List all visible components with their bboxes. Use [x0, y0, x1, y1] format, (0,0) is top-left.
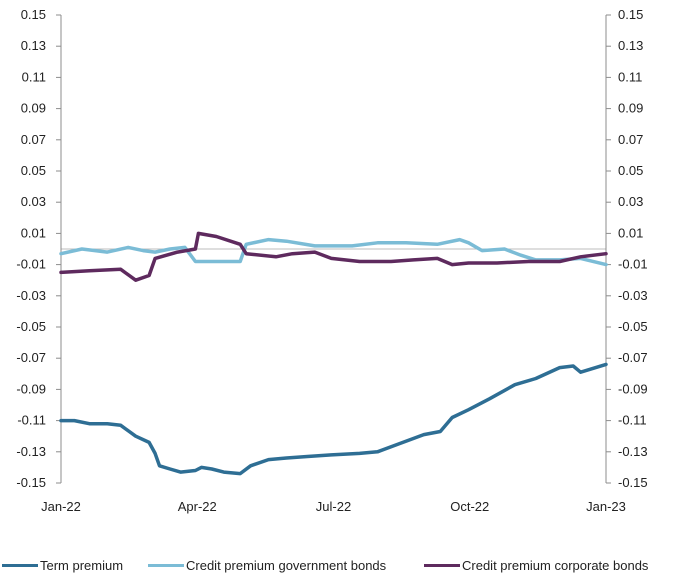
y-tick-label-left: -0.07: [16, 350, 46, 365]
y-tick-label-right: 0.09: [618, 101, 643, 116]
y-tick-label-left: -0.15: [16, 475, 46, 490]
y-tick-label-right: 0.13: [618, 38, 643, 53]
y-tick-label-right: -0.11: [618, 413, 647, 428]
x-tick-label: Jan-22: [41, 499, 81, 514]
x-tick-label: Oct-22: [450, 499, 489, 514]
legend-label-term-premium: Term premium: [40, 558, 124, 573]
y-tick-label-right: -0.15: [618, 475, 648, 490]
y-tick-label-left: 0.09: [21, 101, 46, 116]
legend-label-credit-premium-government: Credit premium government bonds: [186, 558, 387, 573]
y-tick-label-left: -0.11: [17, 413, 46, 428]
y-tick-label-right: 0.11: [618, 69, 642, 84]
y-tick-label-right: 0.15: [618, 7, 643, 22]
legend-swatch-credit-premium-government: [148, 564, 184, 567]
x-tick-label: Jan-23: [586, 499, 626, 514]
y-tick-label-left: -0.09: [16, 381, 46, 396]
legend-swatch-credit-premium-corporate: [424, 564, 460, 567]
y-tick-label-right: -0.05: [618, 319, 648, 334]
series-line-1: [59, 237, 608, 267]
x-tick-label: Jul-22: [316, 499, 351, 514]
y-tick-label-right: 0.01: [618, 225, 643, 240]
series-line-2: [59, 231, 608, 282]
line-chart: 0.15 0.15 0.13 0.13 0.11 0.11 0.09 0.09 0.07 0.07…: [16, 7, 648, 514]
y-tick-label-right: 0.03: [618, 194, 643, 209]
x-tick-label: Apr-22: [178, 499, 217, 514]
legend-item-credit-premium-corporate: Credit premium corporate bonds: [424, 558, 648, 573]
legend-item-term-premium: Term premium: [2, 558, 123, 573]
y-tick-label-left: 0.05: [21, 163, 46, 178]
legend-label-credit-premium-corporate: Credit premium corporate bonds: [462, 558, 649, 573]
y-tick-label-right: 0.05: [618, 163, 643, 178]
y-tick-label-right: -0.01: [618, 257, 648, 272]
y-tick-label-left: -0.03: [16, 288, 46, 303]
y-tick-label-left: 0.11: [22, 69, 46, 84]
y-tick-label-right: 0.07: [618, 132, 643, 147]
y-tick-label-left: -0.05: [16, 319, 46, 334]
y-tick-label-right: -0.07: [618, 350, 648, 365]
y-tick-label-left: -0.01: [16, 257, 46, 272]
y-tick-label-right: -0.13: [618, 444, 648, 459]
chart-legend: Term premium Credit premium government b…: [0, 558, 678, 578]
y-tick-label-left: 0.15: [21, 7, 46, 22]
y-tick-label-left: 0.01: [21, 225, 46, 240]
y-tick-label-right: -0.09: [618, 381, 648, 396]
legend-swatch-term-premium: [2, 564, 38, 567]
series-line-0: [59, 362, 608, 476]
y-tick-label-left: 0.03: [21, 194, 46, 209]
y-tick-label-right: -0.03: [618, 288, 648, 303]
y-tick-label-left: -0.13: [16, 444, 46, 459]
legend-item-credit-premium-government: Credit premium government bonds: [148, 558, 386, 573]
y-tick-label-left: 0.07: [21, 132, 46, 147]
y-tick-label-left: 0.13: [21, 38, 46, 53]
